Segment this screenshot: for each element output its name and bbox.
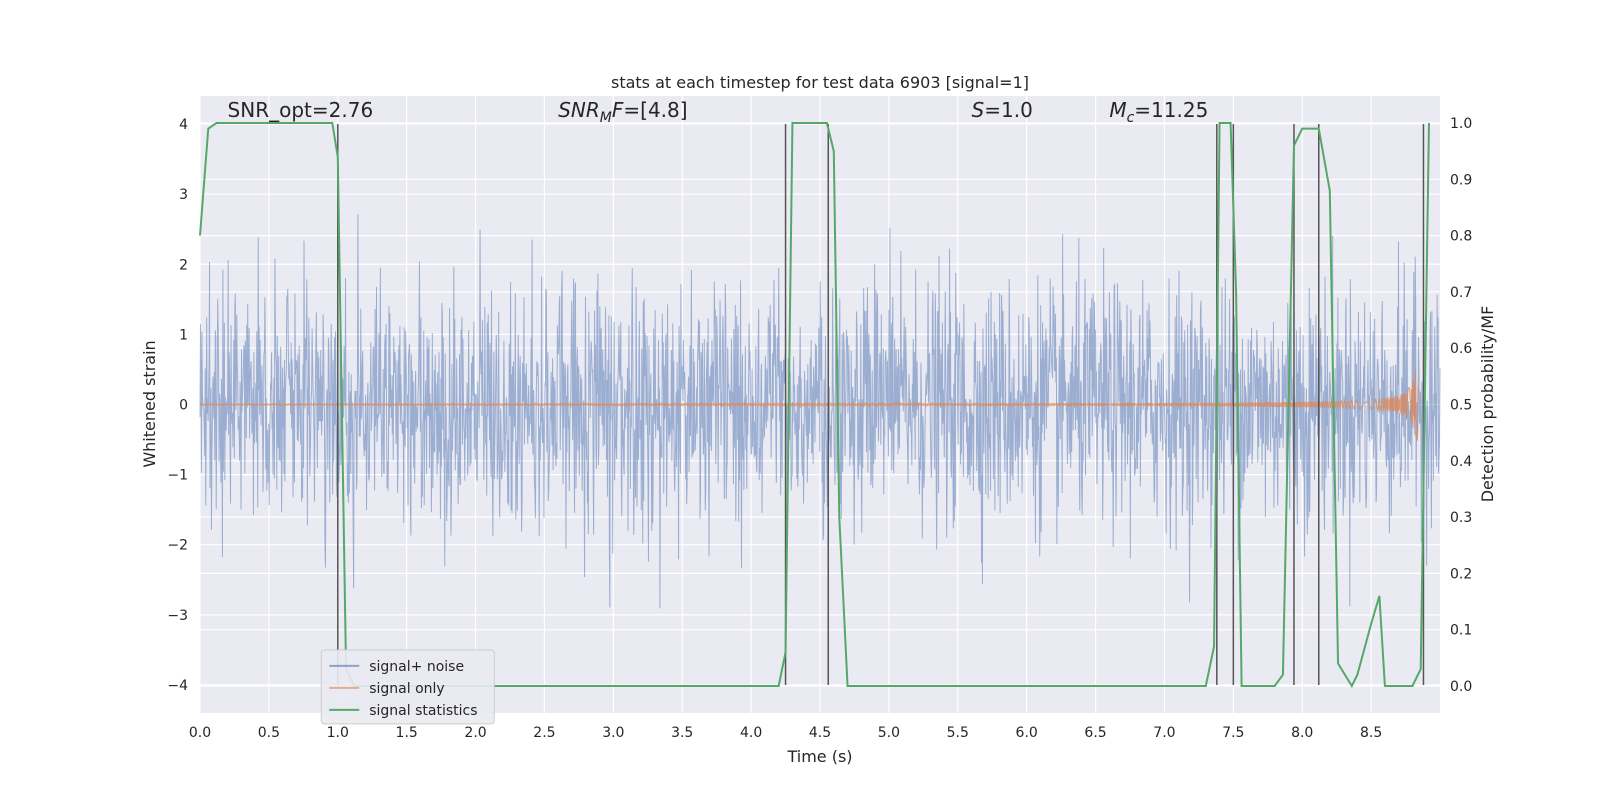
series-signal-only <box>199 369 1419 442</box>
x-tick-label: 3.5 <box>671 725 693 741</box>
annotation-text: S=1.0 <box>972 98 1033 122</box>
y-left-tick-label: 4 <box>179 117 188 133</box>
x-tick-label: 2.5 <box>533 725 555 741</box>
y-right-tick-label: 0.2 <box>1450 566 1472 582</box>
legend-label: signal+ noise <box>369 659 464 675</box>
y-left-tick-label: −1 <box>167 468 188 484</box>
x-tick-label: 4.5 <box>809 725 831 741</box>
y-right-tick-label: 0.5 <box>1450 398 1472 414</box>
x-tick-label: 6.5 <box>1084 725 1106 741</box>
y-axis-left-ticks: −4 −3 −2 −1 0 1 2 3 4 <box>167 117 188 694</box>
x-tick-label: 0.0 <box>189 725 211 741</box>
y-right-tick-label: 0.4 <box>1450 454 1472 470</box>
legend-box <box>320 649 495 725</box>
x-tick-label: 7.0 <box>1153 725 1175 741</box>
y-right-tick-label: 0.7 <box>1450 285 1472 301</box>
y-right-tick-label: 0.0 <box>1450 679 1472 695</box>
y-left-tick-label: 2 <box>179 257 188 273</box>
legend-label: signal only <box>369 681 444 697</box>
y-right-tick-label: 0.1 <box>1450 623 1472 639</box>
chart-title: stats at each timestep for test data 690… <box>611 73 1029 92</box>
y-left-tick-label: −2 <box>167 538 188 554</box>
x-tick-label: 2.0 <box>464 725 486 741</box>
x-axis-label: Time (s) <box>786 747 852 766</box>
x-tick-label: 8.5 <box>1360 725 1382 741</box>
x-tick-label: 1.5 <box>396 725 418 741</box>
y-left-tick-label: 3 <box>179 187 188 203</box>
annotations: SNR_opt=2.76 SNRMF=[4.8] S=1.0 Mc=11.25 <box>228 98 1209 126</box>
y-right-tick-label: 0.3 <box>1450 510 1472 526</box>
x-axis-ticks: 0.0 0.5 1.0 1.5 2.0 2.5 3.0 3.5 4.0 4.5 5.0 5.5 6.0 6… <box>189 725 1382 741</box>
y-right-tick-label: 0.8 <box>1450 229 1472 245</box>
x-tick-label: 3.0 <box>602 725 624 741</box>
x-tick-label: 5.5 <box>947 725 969 741</box>
x-tick-label: 7.5 <box>1222 725 1244 741</box>
y-left-tick-label: −4 <box>167 678 188 694</box>
legend-label: signal statistics <box>369 703 477 719</box>
y-left-tick-label: 1 <box>179 327 188 343</box>
x-tick-label: 1.0 <box>327 725 349 741</box>
x-tick-label: 5.0 <box>878 725 900 741</box>
y-left-tick-label: 0 <box>179 398 188 414</box>
annotation-text: SNR_opt=2.76 <box>228 98 374 122</box>
annotation-text: Mc=11.25 <box>1109 98 1208 126</box>
x-tick-label: 4.0 <box>740 725 762 741</box>
legend: signal+ noise signal only signal statistic… <box>320 649 495 725</box>
y-right-tick-label: 0.6 <box>1450 341 1472 357</box>
x-tick-label: 6.0 <box>1016 725 1038 741</box>
series-line-signal-only <box>199 369 1419 442</box>
annotation-text: SNRMF=[4.8] <box>558 98 687 126</box>
x-tick-label: 8.0 <box>1291 725 1313 741</box>
y-axis-left-label: Whitened strain <box>140 340 159 467</box>
y-right-tick-label: 1.0 <box>1450 116 1472 132</box>
x-tick-label: 0.5 <box>258 725 280 741</box>
y-left-tick-label: −3 <box>167 608 188 624</box>
y-right-tick-label: 0.9 <box>1450 172 1472 188</box>
y-axis-right-label: Detection probability/MF <box>1478 306 1497 503</box>
y-axis-right-ticks: 0.0 0.1 0.2 0.3 0.4 0.5 0.6 0.7 0.8 0.9 1.0 <box>1450 116 1472 695</box>
